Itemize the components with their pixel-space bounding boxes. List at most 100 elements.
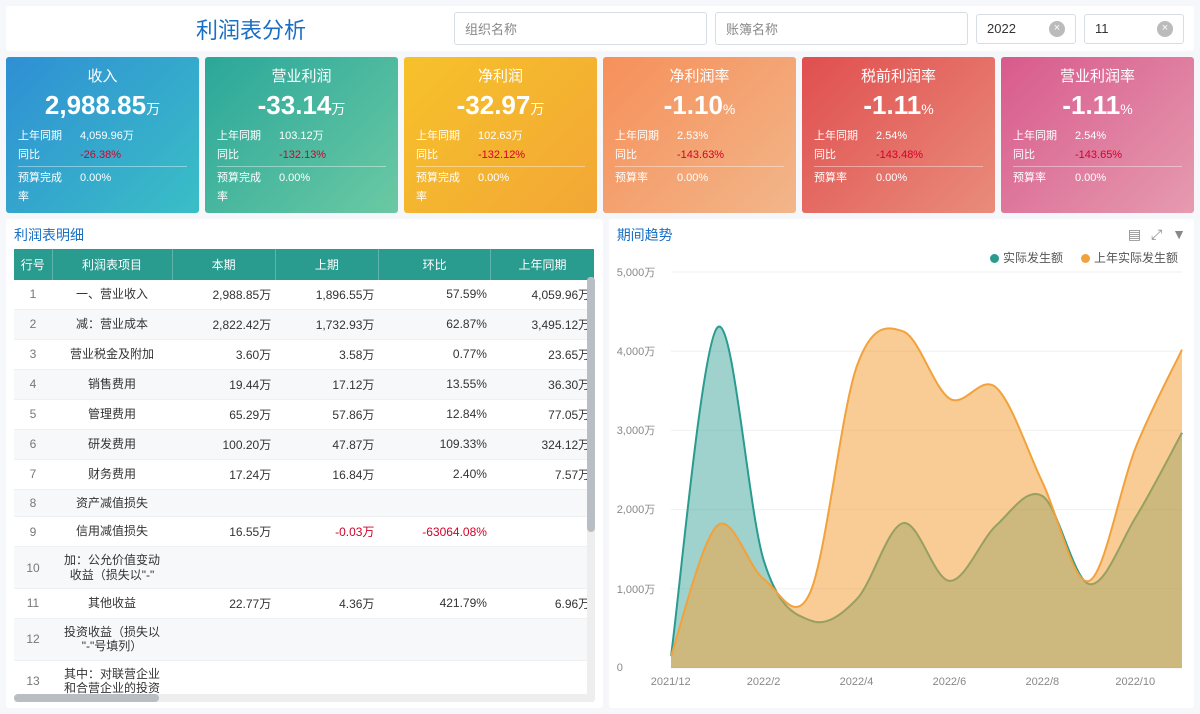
- close-icon[interactable]: ×: [1049, 21, 1065, 37]
- close-icon[interactable]: ×: [1157, 21, 1173, 37]
- table-cell: [172, 618, 275, 660]
- view-icon[interactable]: ▤: [1128, 226, 1141, 242]
- table-cell: [491, 489, 594, 516]
- table-header[interactable]: 行号: [14, 249, 52, 280]
- detail-table-wrap: 行号利润表项目本期上期环比上年同期 1一、营业收入2,988.85万1,896.…: [14, 249, 595, 703]
- table-cell: 6.96万: [491, 588, 594, 618]
- book-filter[interactable]: 账簿名称: [715, 12, 968, 45]
- kpi-card[interactable]: 税前利润率-1.11%上年同期2.54%同比-143.48%预算率0.00%: [802, 57, 995, 213]
- horizontal-scrollbar[interactable]: [14, 694, 595, 702]
- table-cell: 22.77万: [172, 588, 275, 618]
- table-cell: 77.05万: [491, 399, 594, 429]
- kpi-subrow: 同比-143.63%: [615, 146, 784, 165]
- table-row[interactable]: 5管理费用65.29万57.86万12.84%77.05万: [14, 399, 594, 429]
- scroll-thumb[interactable]: [14, 694, 159, 702]
- table-cell: 65.29万: [172, 399, 275, 429]
- filter-icon[interactable]: ▼: [1172, 226, 1186, 242]
- scroll-thumb[interactable]: [587, 277, 595, 532]
- table-cell: 57.59%: [378, 280, 491, 310]
- table-cell: 4: [14, 369, 52, 399]
- kpi-value: -1.10%: [615, 90, 784, 121]
- table-cell: 加：公允价值变动 收益（损失以"-": [52, 547, 172, 589]
- legend-item[interactable]: 实际发生额: [990, 249, 1063, 266]
- kpi-card[interactable]: 营业利润率-1.11%上年同期2.54%同比-143.65%预算率0.00%: [1001, 57, 1194, 213]
- table-row[interactable]: 7财务费用17.24万16.84万2.40%7.57万: [14, 459, 594, 489]
- kpi-value: 2,988.85万: [18, 90, 187, 121]
- table-cell: 109.33%: [378, 429, 491, 459]
- table-cell: 一、营业收入: [52, 280, 172, 310]
- kpi-value: -33.14万: [217, 90, 386, 121]
- table-row[interactable]: 12投资收益（损失以 "-"号填列）: [14, 618, 594, 660]
- top-bar: 利润表分析 组织名称 账簿名称 2022 × 11 ×: [6, 6, 1194, 51]
- org-filter[interactable]: 组织名称: [454, 12, 707, 45]
- table-cell: 4.36万: [275, 588, 378, 618]
- month-value: 11: [1095, 21, 1109, 36]
- table-cell: 3,495.12万: [491, 309, 594, 339]
- table-header[interactable]: 利润表项目: [52, 249, 172, 280]
- table-cell: 3.60万: [172, 339, 275, 369]
- table-row[interactable]: 9信用减值损失16.55万-0.03万-63064.08%: [14, 517, 594, 547]
- kpi-subrow: 预算完成率0.00%: [18, 169, 187, 206]
- table-cell: 1,732.93万: [275, 309, 378, 339]
- table-header[interactable]: 上期: [275, 249, 378, 280]
- year-filter[interactable]: 2022 ×: [976, 14, 1076, 44]
- table-row[interactable]: 10加：公允价值变动 收益（损失以"-": [14, 547, 594, 589]
- kpi-title: 收入: [18, 65, 187, 86]
- table-cell: 3: [14, 339, 52, 369]
- table-header[interactable]: 本期: [172, 249, 275, 280]
- table-cell: -63064.08%: [378, 517, 491, 547]
- table-cell: [275, 618, 378, 660]
- kpi-card[interactable]: 净利润率-1.10%上年同期2.53%同比-143.63%预算率0.00%: [603, 57, 796, 213]
- kpi-subrow: 预算率0.00%: [814, 169, 983, 188]
- kpi-value: -32.97万: [416, 90, 585, 121]
- table-cell: 其他收益: [52, 588, 172, 618]
- table-row[interactable]: 4销售费用19.44万17.12万13.55%36.30万: [14, 369, 594, 399]
- table-cell: 12: [14, 618, 52, 660]
- table-row[interactable]: 11其他收益22.77万4.36万421.79%6.96万: [14, 588, 594, 618]
- table-cell: 23.65万: [491, 339, 594, 369]
- table-cell: 管理费用: [52, 399, 172, 429]
- table-cell: 信用减值损失: [52, 517, 172, 547]
- page-title: 利润表分析: [16, 13, 446, 45]
- expand-icon[interactable]: ⤢: [1151, 226, 1162, 242]
- table-row[interactable]: 6研发费用100.20万47.87万109.33%324.12万: [14, 429, 594, 459]
- trend-chart[interactable]: 01,000万2,000万3,000万4,000万5,000万2021/1220…: [617, 268, 1186, 688]
- table-cell: 5: [14, 399, 52, 429]
- chart-legend: 实际发生额 上年实际发生额: [617, 249, 1178, 266]
- table-cell: 资产减值损失: [52, 489, 172, 516]
- table-cell: 10: [14, 547, 52, 589]
- vertical-scrollbar[interactable]: [587, 277, 595, 703]
- table-cell: 财务费用: [52, 459, 172, 489]
- table-cell: [172, 547, 275, 589]
- year-value: 2022: [987, 21, 1016, 36]
- table-cell: 36.30万: [491, 369, 594, 399]
- kpi-card[interactable]: 收入2,988.85万上年同期4,059.96万同比-26.38%预算完成率0.…: [6, 57, 199, 213]
- table-row[interactable]: 8资产减值损失: [14, 489, 594, 516]
- kpi-title: 税前利润率: [814, 65, 983, 86]
- month-filter[interactable]: 11 ×: [1084, 14, 1184, 44]
- table-cell: [491, 618, 594, 660]
- table-cell: 17.12万: [275, 369, 378, 399]
- table-cell: 12.84%: [378, 399, 491, 429]
- table-cell: 16.84万: [275, 459, 378, 489]
- legend-item[interactable]: 上年实际发生额: [1081, 249, 1178, 266]
- table-row[interactable]: 2减：营业成本2,822.42万1,732.93万62.87%3,495.12万: [14, 309, 594, 339]
- table-cell: 19.44万: [172, 369, 275, 399]
- table-cell: 4,059.96万: [491, 280, 594, 310]
- table-header[interactable]: 环比: [378, 249, 491, 280]
- table-header[interactable]: 上年同期: [491, 249, 594, 280]
- kpi-subrow: 同比-132.12%: [416, 146, 585, 165]
- kpi-subrow: 上年同期103.12万: [217, 127, 386, 146]
- table-cell: [378, 547, 491, 589]
- table-cell: 2,822.42万: [172, 309, 275, 339]
- table-cell: 11: [14, 588, 52, 618]
- kpi-card[interactable]: 营业利润-33.14万上年同期103.12万同比-132.13%预算完成率0.0…: [205, 57, 398, 213]
- kpi-card[interactable]: 净利润-32.97万上年同期102.63万同比-132.12%预算完成率0.00…: [404, 57, 597, 213]
- table-row[interactable]: 1一、营业收入2,988.85万1,896.55万57.59%4,059.96万: [14, 280, 594, 310]
- table-cell: 研发费用: [52, 429, 172, 459]
- table-cell: 销售费用: [52, 369, 172, 399]
- table-cell: 3.58万: [275, 339, 378, 369]
- kpi-subrow: 同比-132.13%: [217, 146, 386, 165]
- table-cell: 1,896.55万: [275, 280, 378, 310]
- table-row[interactable]: 3营业税金及附加3.60万3.58万0.77%23.65万: [14, 339, 594, 369]
